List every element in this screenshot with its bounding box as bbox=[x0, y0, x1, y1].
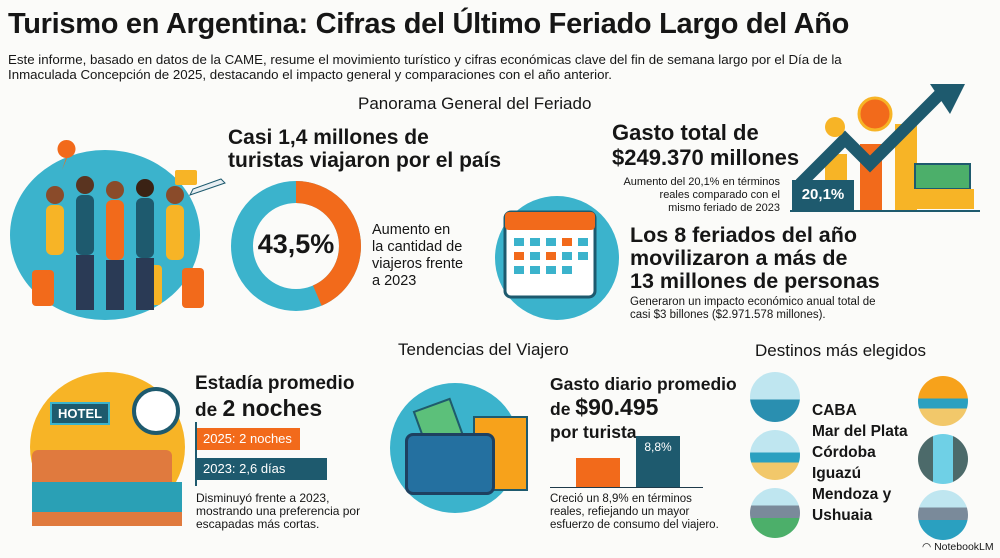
tourists-line-1: Casi 1,4 millones de bbox=[228, 126, 429, 149]
caption-line: casi $3 billones ($2.971.578 millones). bbox=[630, 309, 826, 321]
stay-bar-2023: 2023: 2,6 días bbox=[197, 458, 327, 480]
holidays-headline: Los 8 feriados del año movilizaron a más… bbox=[630, 224, 880, 293]
caption-line: Generaron un impacto económico anual tot… bbox=[630, 296, 876, 308]
headline-line: 13 millones de personas bbox=[630, 269, 880, 293]
mountain-river-icon bbox=[750, 488, 800, 538]
clock-icon bbox=[132, 387, 180, 435]
daily-bar-previous bbox=[576, 458, 620, 487]
sunset-beach-icon bbox=[918, 376, 968, 426]
brand-label: NotebookLM bbox=[934, 541, 994, 553]
page-subtitle: Este informe, basado en datos de la CAME… bbox=[8, 52, 842, 82]
headline-line: movilizaron a más de bbox=[630, 246, 848, 270]
headline-line: Los 8 feriados del año bbox=[630, 223, 857, 247]
destination-item: Iguazú bbox=[812, 465, 862, 482]
spending-headline: Gasto total de $249.370 millones bbox=[612, 120, 799, 170]
stay-caption: Disminuyó frente a 2023, mostrando una p… bbox=[196, 492, 360, 531]
caption-line: reales comparado con el bbox=[659, 189, 780, 201]
notebooklm-watermark: ◠ NotebookLM bbox=[922, 541, 994, 553]
section-heading-trends: Tendencias del Viajero bbox=[398, 340, 569, 359]
palm-beach-icon bbox=[750, 430, 800, 480]
stay-prefix: de bbox=[195, 400, 223, 421]
caption-line: a 2023 bbox=[372, 273, 417, 289]
mountain-lake-icon bbox=[918, 490, 968, 540]
waterfall-icon bbox=[918, 434, 968, 484]
spending-line-2: $249.370 millones bbox=[612, 145, 800, 170]
destination-item: Mar del Plata bbox=[812, 423, 908, 440]
tourists-line-2: turistas viajaron por el país bbox=[228, 149, 502, 172]
travelers-donut-chart bbox=[231, 181, 361, 311]
destinations-list: CABA Mar del Plata Córdoba Iguazú Mendoz… bbox=[812, 400, 908, 526]
tourists-headline: Casi 1,4 millones de turistas viajaron p… bbox=[228, 126, 501, 172]
daily-bar-baseline bbox=[550, 487, 703, 488]
donut-arc bbox=[231, 181, 361, 311]
caption-line: Aumento del 20,1% en términos bbox=[623, 176, 780, 188]
calendar-icon bbox=[503, 210, 597, 299]
daily-prefix: de bbox=[550, 399, 576, 419]
destination-item: Ushuaia bbox=[812, 507, 873, 524]
hotel-sign: HOTEL bbox=[50, 402, 111, 425]
caption-line: la cantidad de bbox=[372, 239, 463, 255]
caption-line: Aumento en bbox=[372, 222, 451, 238]
stay-bar-axis bbox=[195, 422, 197, 486]
notebooklm-logo-icon: ◠ bbox=[922, 541, 935, 553]
caption-line: esfuerzo de consumo del viajero. bbox=[550, 519, 719, 531]
caption-line: reales, refiejando un mayor bbox=[550, 506, 690, 518]
daily-line-3: por turista bbox=[550, 422, 637, 442]
daily-spend-headline: Gasto diario promedio de $90.495 por tur… bbox=[550, 374, 737, 443]
spending-line-1: Gasto total de bbox=[612, 120, 759, 145]
daily-bar-current: 8,8% bbox=[636, 436, 680, 487]
travelers-illustration bbox=[10, 140, 230, 320]
hotel-bed-illustration: HOTEL bbox=[10, 372, 190, 537]
daily-line-1: Gasto diario promedio bbox=[550, 374, 737, 394]
daily-caption: Creció un 8,9% en términos reales, refie… bbox=[550, 493, 719, 532]
city-skyline-icon bbox=[750, 372, 800, 422]
destination-item: CABA bbox=[812, 402, 857, 419]
stay-headline: Estadía promedio de 2 noches bbox=[195, 372, 354, 423]
daily-value: $90.495 bbox=[575, 394, 659, 420]
caption-line: mostrando una preferencia por bbox=[196, 504, 361, 518]
caption-line: Disminuyó frente a 2023, bbox=[196, 491, 330, 505]
stay-line-1: Estadía promedio bbox=[195, 373, 355, 394]
section-heading-panorama: Panorama General del Feriado bbox=[358, 94, 592, 113]
stay-bar-2025: 2025: 2 noches bbox=[197, 428, 300, 450]
wallet-illustration bbox=[385, 378, 545, 528]
caption-line: viajeros frente bbox=[372, 256, 464, 272]
caption-line: escapadas más cortas. bbox=[196, 517, 320, 531]
section-heading-destinations: Destinos más elegidos bbox=[755, 341, 927, 360]
donut-caption: Aumento en la cantidad de viajeros frent… bbox=[372, 222, 463, 290]
wallet-icon bbox=[405, 433, 495, 495]
page-title: Turismo en Argentina: Cifras del Último … bbox=[8, 8, 850, 40]
destination-item: Mendoza y bbox=[812, 486, 892, 503]
crowd-icon bbox=[32, 140, 226, 310]
destination-item: Córdoba bbox=[812, 444, 876, 461]
stay-value: 2 noches bbox=[222, 395, 323, 421]
donut-value: 43,5% bbox=[257, 229, 335, 259]
spending-badge: 20,1% bbox=[792, 180, 854, 210]
spending-caption: Aumento del 20,1% en términos reales com… bbox=[580, 176, 780, 215]
caption-line: mismo feriado de 2023 bbox=[668, 202, 780, 214]
caption-line: Creció un 8,9% en términos bbox=[550, 493, 692, 505]
holidays-caption: Generaron un impacto económico anual tot… bbox=[630, 296, 876, 322]
